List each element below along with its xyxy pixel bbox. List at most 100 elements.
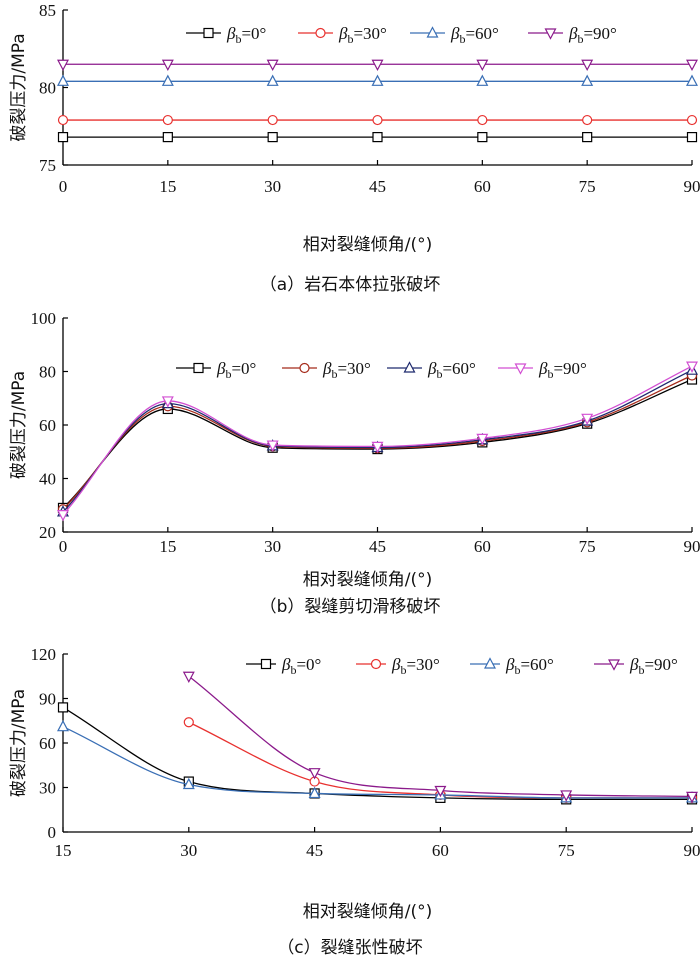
x-tick-label: 30 [180,841,197,860]
chart-caption: （c）裂缝张性破坏 [277,938,422,958]
x-tick-label: 90 [684,841,700,860]
x-tick-label: 30 [264,177,281,196]
data-point [308,768,321,780]
y-tick-label: 80 [39,363,56,382]
legend-label: βb=90° [629,655,678,677]
legend-marker [544,28,557,40]
data-point [183,717,194,728]
chart-caption: （a）岩石本体拉张破坏 [260,275,440,295]
chart-3: 0 30 60 90 120 15 30 45 60 75 90 破裂压力/MPa 相对裂缝倾角/(°)… [9,645,700,958]
x-tick-label: 30 [264,537,281,556]
legend-label: βb=60° [505,655,554,677]
x-tick-label: 15 [159,537,176,556]
y-tick-label: 30 [39,779,56,798]
y-tick-label: 80 [39,79,56,98]
y-tick-label: 90 [39,690,56,709]
data-point [686,361,698,373]
legend-marker [608,659,620,671]
series-2 [57,114,698,126]
series-4 [57,59,698,72]
x-tick-label: 75 [579,177,596,196]
data-point [57,719,69,732]
y-tick-label: 120 [31,645,57,664]
data-point [581,74,594,86]
legend-label: βb=60° [427,359,476,381]
data-point [267,132,278,143]
y-axis-title: 破裂压力/MPa [9,371,29,479]
data-point [266,74,279,86]
legend-marker [203,27,214,39]
data-point [161,74,174,86]
legend-entry-4: βb=90° [594,655,678,677]
data-point [477,132,488,143]
legend-label: βb=90° [568,24,617,46]
data-point [267,114,278,126]
data-point [57,59,69,72]
x-tick-label: 90 [684,177,700,196]
x-tick-label: 45 [306,841,323,860]
legend-marker [370,658,382,670]
x-tick-label: 45 [369,177,386,196]
x-tick-label: 75 [579,537,596,556]
data-point [57,114,69,126]
legend-label: βb=30° [338,24,387,46]
chart-1: 75 80 85 0 15 30 45 60 75 90 破裂压力/MPa 相对裂缝倾角/(°) （a）… [9,1,700,295]
data-point [162,132,173,143]
data-point [477,114,488,126]
legend-entry-2: βb=30° [298,24,387,46]
legend-entry-3: βb=60° [470,655,554,677]
data-point [582,132,593,143]
series-line [188,675,693,798]
data-point [161,396,174,408]
x-tick-label: 45 [369,537,386,556]
legend-marker [484,657,496,669]
data-point [686,59,698,72]
legend-marker [403,361,416,373]
x-axis-title: 相对裂缝倾角/(°) [303,902,433,922]
series-4 [57,361,698,522]
chart-2: 20 40 60 80 100 0 15 30 45 60 75 90 破裂压力/MPa 相对裂缝倾角/(… [9,309,700,617]
y-tick-label: 20 [39,523,56,542]
series-3 [57,719,698,803]
data-point [182,777,195,790]
chart-caption: （b）裂缝剪切滑移破坏 [260,597,441,617]
data-point [581,413,594,426]
data-point [686,791,698,804]
data-point [686,74,698,86]
data-point [266,59,279,72]
data-point [371,441,384,454]
data-point [57,132,69,143]
x-tick-label: 60 [432,841,449,860]
x-tick-label: 60 [474,537,491,556]
legend-marker [514,363,527,375]
y-axis-title: 破裂压力/MPa [9,689,29,797]
data-point [371,59,384,72]
data-point [162,114,173,126]
series-line [62,726,692,799]
legend-label: βb=90° [538,359,587,381]
data-point [371,74,384,86]
legend-label: βb=30° [391,655,440,677]
data-point [57,510,69,522]
data-point [161,59,174,72]
legend-entry-1: βb=0° [186,24,266,46]
y-tick-label: 100 [31,309,57,328]
series-3 [57,74,698,86]
x-tick-label: 0 [59,537,68,556]
x-tick-label: 15 [159,177,176,196]
data-point [372,132,383,143]
y-tick-label: 75 [39,156,56,175]
y-tick-label: 60 [39,416,56,435]
x-tick-label: 15 [55,841,72,860]
data-point [266,440,279,452]
legend-label: βb=60° [450,24,499,46]
series-4 [182,671,698,804]
data-point [476,74,489,86]
x-tick-label: 75 [558,841,575,860]
x-tick-label: 90 [684,537,700,556]
data-point [182,671,195,684]
data-point [57,702,69,713]
y-axis-title: 破裂压力/MPa [9,33,29,141]
legend-label: βb=0° [226,24,266,46]
